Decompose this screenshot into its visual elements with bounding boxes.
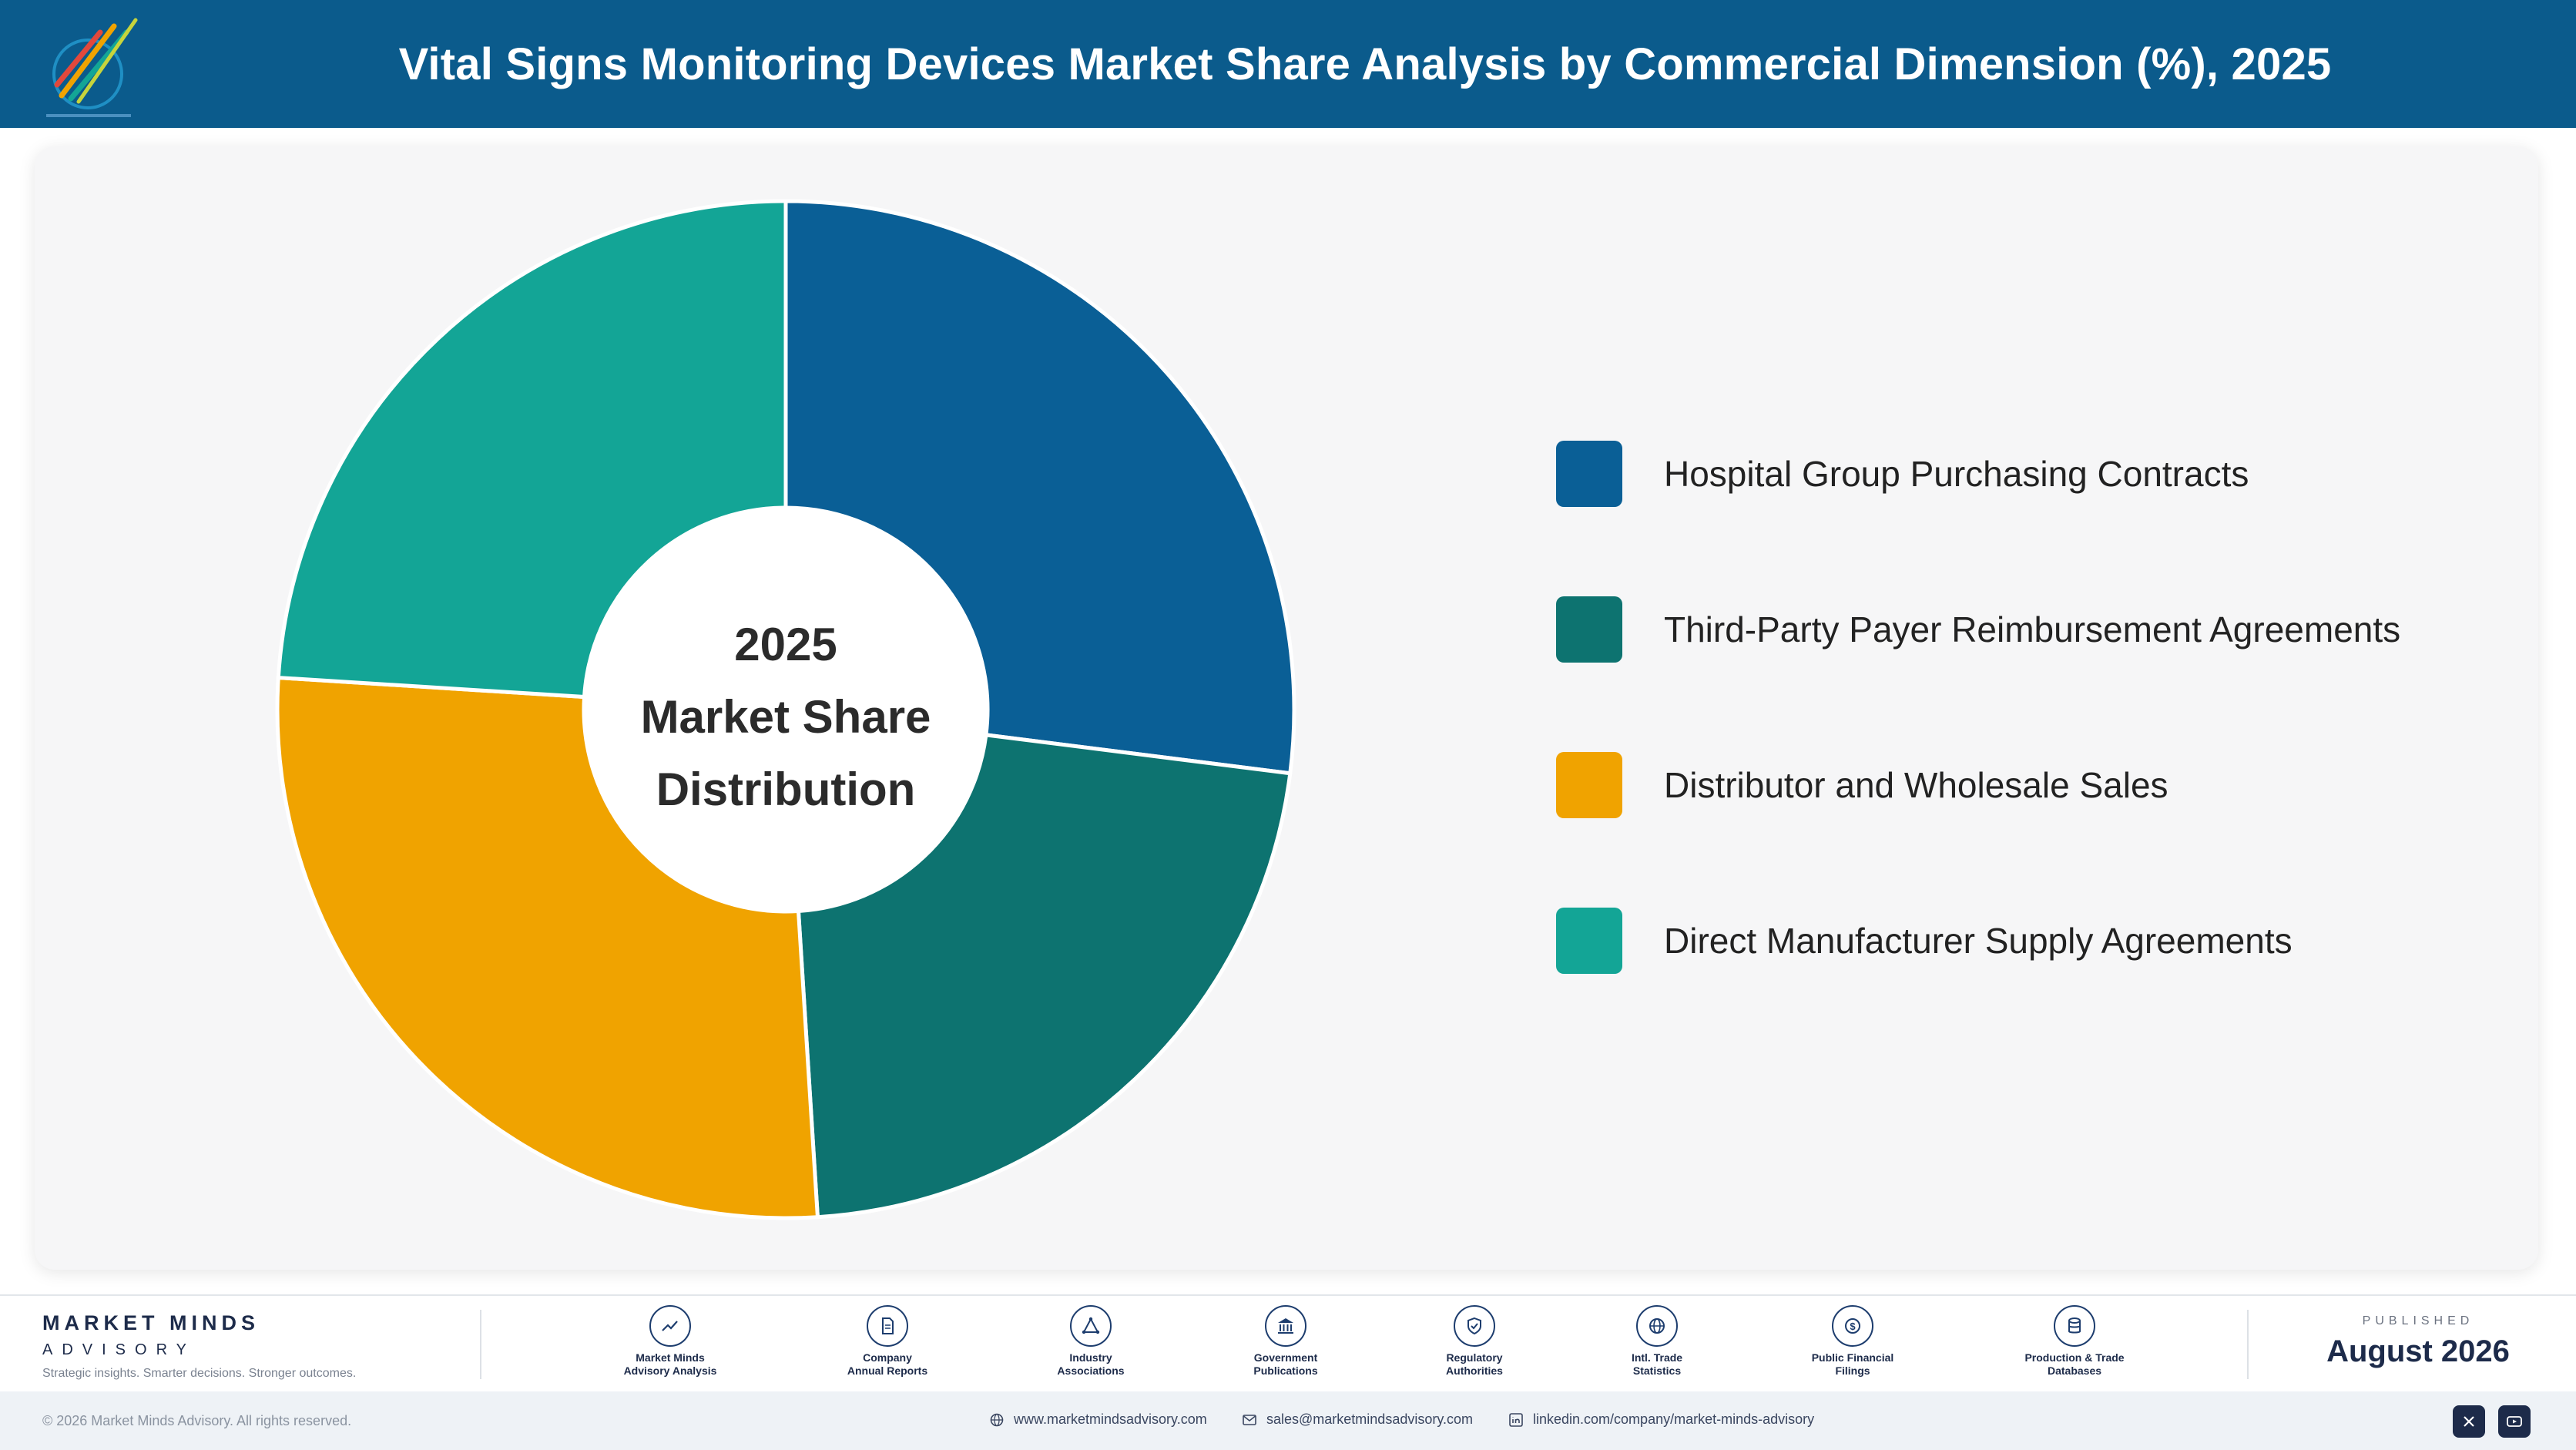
- x-social-button[interactable]: [2453, 1405, 2485, 1438]
- source-label-1: Company: [863, 1351, 912, 1364]
- legend-item: Hospital Group Purchasing Contracts: [1556, 439, 2480, 509]
- network-icon: [1082, 1317, 1100, 1334]
- database-icon: [2068, 1317, 2081, 1334]
- legend-swatch: [1556, 596, 1622, 663]
- legend-item: Distributor and Wholesale Sales: [1556, 750, 2480, 820]
- source-regulatory-authorities: Regulatory Authorities: [1390, 1305, 1559, 1378]
- legend-swatch: [1556, 908, 1622, 974]
- x-logo-icon: [2464, 1416, 2474, 1427]
- email-text: sales@marketmindsadvisory.com: [1266, 1411, 1474, 1427]
- document-icon: [882, 1317, 894, 1334]
- source-label-2: Databases: [2047, 1364, 2102, 1377]
- shield-check-icon: [1467, 1317, 1481, 1335]
- globe-icon: [990, 1413, 1004, 1426]
- footer-sources-bar: MARKET MINDS ADVISORY Strategic insights…: [0, 1294, 2576, 1390]
- source-label-1: Government: [1253, 1351, 1318, 1364]
- legend-label: Third-Party Payer Reimbursement Agreemen…: [1664, 609, 2401, 649]
- source-trade-statistics: Intl. Trade Statistics: [1572, 1305, 1742, 1378]
- footer-brand: MARKET MINDS ADVISORY Strategic insights…: [42, 1311, 356, 1381]
- source-label-2: Filings: [1835, 1364, 1870, 1377]
- donut-chart: [277, 201, 1295, 1219]
- brand-name: MARKET MINDS: [42, 1311, 260, 1334]
- legend-item: Third-Party Payer Reimbursement Agreemen…: [1556, 595, 2480, 664]
- source-label-2: Annual Reports: [847, 1364, 928, 1377]
- source-label-1: Regulatory: [1446, 1351, 1503, 1364]
- source-label-1: Public Financial: [1811, 1351, 1894, 1364]
- center-label-line-1: 2025: [734, 619, 837, 670]
- source-government-publications: Government Publications: [1201, 1305, 1370, 1378]
- source-market-minds: Market Minds Advisory Analysis: [585, 1305, 755, 1378]
- brand-tagline: Strategic insights. Smarter decisions. S…: [42, 1367, 357, 1380]
- source-label-1: Market Minds: [636, 1351, 705, 1364]
- source-label-2: Associations: [1057, 1364, 1125, 1377]
- svg-text:$: $: [1850, 1321, 1856, 1332]
- brand-sub: ADVISORY: [42, 1341, 196, 1358]
- company-logo-icon: [46, 18, 138, 117]
- dollar-coin-icon: $: [1845, 1318, 1860, 1334]
- center-label-line-3: Distribution: [656, 764, 916, 815]
- source-label-1: Intl. Trade: [1631, 1351, 1683, 1364]
- source-trade-databases: Production & Trade Databases: [1990, 1305, 2159, 1378]
- legend-label: Direct Manufacturer Supply Agreements: [1664, 921, 2293, 961]
- divider: [480, 1310, 481, 1379]
- published-block: PUBLISHED August 2026: [2303, 1314, 2534, 1369]
- source-industry-associations: Industry Associations: [1006, 1305, 1176, 1378]
- published-label: PUBLISHED: [2362, 1314, 2474, 1327]
- source-label-1: Industry: [1069, 1351, 1112, 1364]
- linkedin-link[interactable]: linkedin.com/company/market-minds-adviso…: [1508, 1411, 1814, 1428]
- legend-item: Direct Manufacturer Supply Agreements: [1556, 906, 2480, 975]
- source-company-reports: Company Annual Reports: [803, 1305, 972, 1378]
- divider: [2247, 1310, 2249, 1379]
- footer-contact-bar: © 2026 Market Minds Advisory. All rights…: [0, 1391, 2576, 1450]
- source-financial-filings: $ Public Financial Filings: [1768, 1305, 1937, 1378]
- published-date: August 2026: [2326, 1334, 2510, 1368]
- trend-line-icon: [662, 1321, 678, 1331]
- mail-icon: [1243, 1414, 1256, 1425]
- legend-swatch: [1556, 441, 1622, 507]
- youtube-social-button[interactable]: [2498, 1405, 2531, 1438]
- source-label-2: Publications: [1253, 1364, 1318, 1377]
- source-label-2: Advisory Analysis: [623, 1364, 717, 1377]
- email-link[interactable]: sales@marketmindsadvisory.com: [1242, 1411, 1473, 1428]
- youtube-icon: [2507, 1416, 2522, 1427]
- donut-hole: [584, 508, 988, 911]
- website-link[interactable]: www.marketmindsadvisory.com: [989, 1411, 1207, 1428]
- linkedin-icon: [1509, 1412, 1523, 1427]
- legend-label: Distributor and Wholesale Sales: [1664, 765, 2168, 805]
- header-bar: Vital Signs Monitoring Devices Market Sh…: [0, 0, 2576, 128]
- donut-center-label: 2025 Market Share Distribution: [585, 609, 986, 826]
- source-label-2: Authorities: [1446, 1364, 1503, 1377]
- center-label-line-2: Market Share: [640, 691, 931, 743]
- government-building-icon: [1278, 1318, 1293, 1334]
- source-label-2: Statistics: [1632, 1364, 1682, 1377]
- source-label-1: Production & Trade: [2024, 1351, 2125, 1364]
- linkedin-text: linkedin.com/company/market-minds-adviso…: [1533, 1411, 1815, 1427]
- website-text: www.marketmindsadvisory.com: [1014, 1411, 1207, 1427]
- page-title: Vital Signs Monitoring Devices Market Sh…: [398, 39, 2332, 89]
- legend-label: Hospital Group Purchasing Contracts: [1664, 454, 2249, 494]
- globe-icon: [1649, 1318, 1665, 1334]
- copyright-text: © 2026 Market Minds Advisory. All rights…: [42, 1413, 352, 1428]
- legend-swatch: [1556, 752, 1622, 818]
